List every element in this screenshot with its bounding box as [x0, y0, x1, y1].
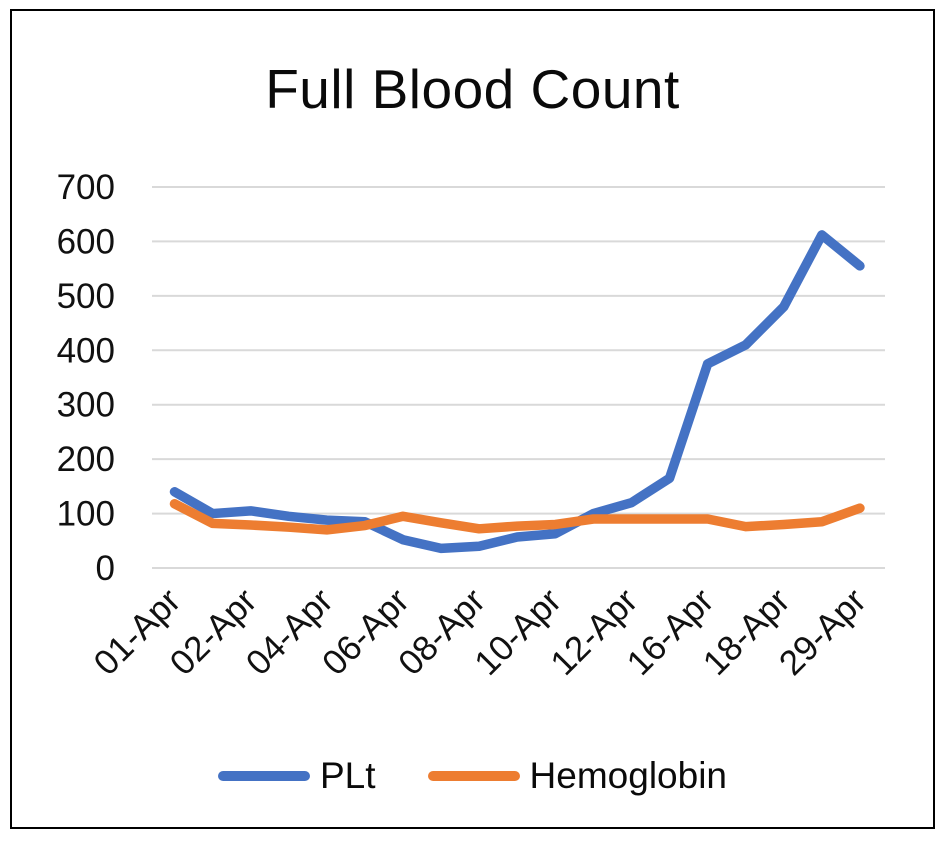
legend-label-hemoglobin: Hemoglobin — [529, 755, 727, 796]
x-axis-tick-label: 10-Apr — [467, 581, 569, 683]
y-axis-tick-label: 700 — [57, 168, 115, 207]
x-axis-tick-label: 12-Apr — [543, 581, 645, 683]
y-axis-tick-label: 100 — [57, 495, 115, 534]
y-axis-tick-label: 200 — [57, 440, 115, 479]
legend-label-plt: PLt — [320, 755, 376, 796]
y-axis-tick-label: 500 — [57, 277, 115, 316]
chart-border-frame: Full Blood Count 0 100 200 300 400 500 600 700 0… — [10, 9, 935, 829]
hemoglobin-line-swatch-icon — [427, 771, 520, 781]
x-axis-tick-label: 18-Apr — [696, 581, 798, 683]
legend-item-hemoglobin: Hemoglobin — [427, 755, 727, 797]
series-line-hemoglobin — [169, 499, 865, 535]
y-axis-tick-label: 300 — [57, 386, 115, 425]
plt-line-swatch-icon — [218, 771, 310, 781]
y-axis-tick-label: 600 — [57, 222, 115, 261]
x-axis-tick-label: 16-Apr — [619, 581, 721, 683]
y-axis-tick-label: 400 — [57, 331, 115, 370]
x-axis-tick-label: 08-Apr — [391, 581, 493, 683]
x-axis-tick-label: 01-Apr — [86, 581, 188, 683]
series-line-plt — [169, 230, 865, 554]
x-axis-tick-label: 02-Apr — [162, 581, 264, 683]
y-axis-tick-label: 0 — [96, 549, 115, 588]
x-axis-tick-label: 04-Apr — [239, 581, 341, 683]
x-axis-tick-label: 06-Apr — [315, 581, 417, 683]
x-axis-tick-label: 29-Apr — [772, 581, 874, 683]
chart-legend: PLt Hemoglobin — [12, 755, 933, 797]
legend-item-plt: PLt — [218, 755, 376, 797]
chart-title: Full Blood Count — [265, 58, 680, 120]
chart-canvas: 0 100 200 300 400 500 600 700 01-Apr02-Apr04-Apr… — [57, 168, 885, 683]
